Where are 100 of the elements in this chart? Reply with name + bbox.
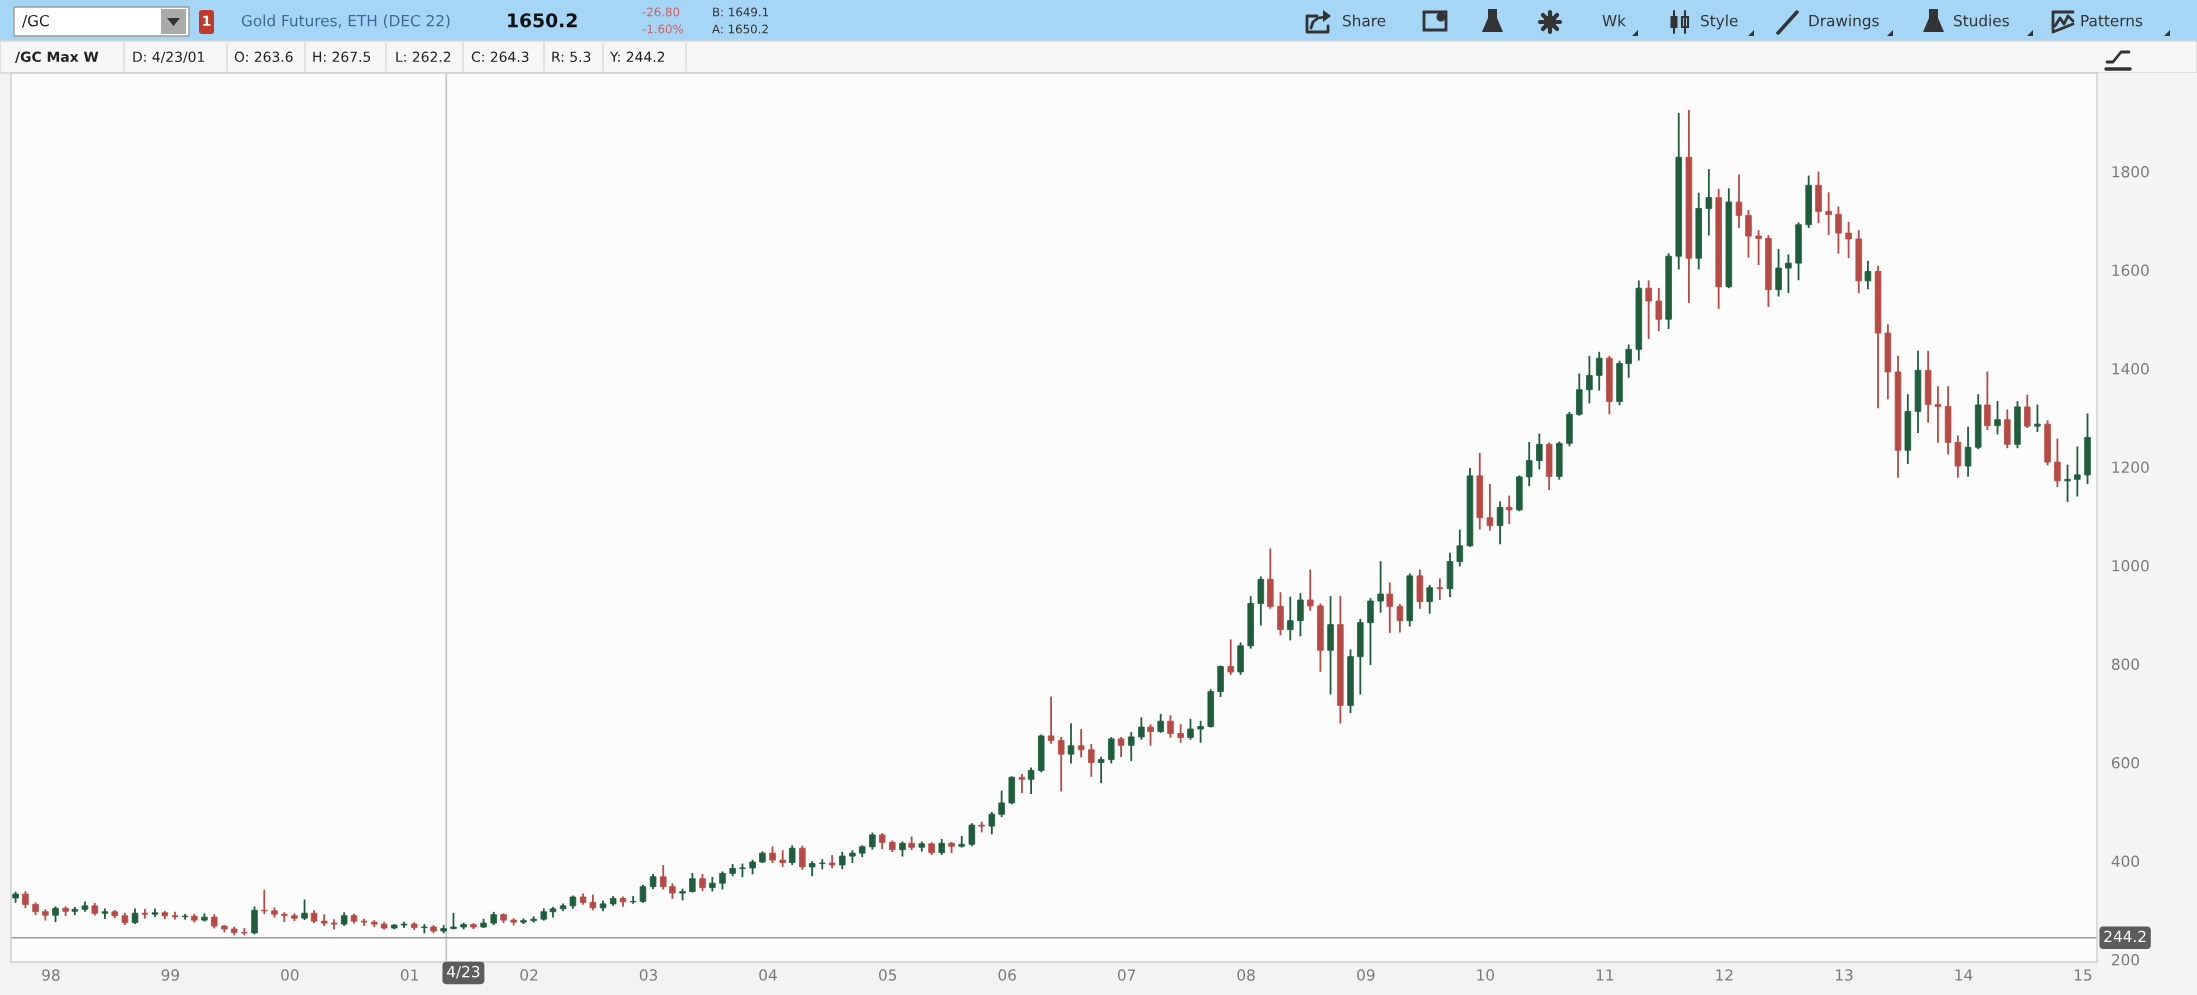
candlestick xyxy=(1775,248,1782,297)
x-tick-label: 98 xyxy=(42,969,60,981)
x-tick-label: 99 xyxy=(161,969,180,981)
candlestick xyxy=(1964,426,1972,477)
candlestick xyxy=(2024,394,2031,429)
candlestick xyxy=(1177,724,1184,743)
x-tick-label: 14 xyxy=(1955,969,1973,981)
x-tick-label: 13 xyxy=(1835,969,1853,981)
candlestick xyxy=(1127,732,1135,761)
text: -1.60% xyxy=(642,24,684,34)
candlestick xyxy=(1825,192,1832,235)
candlestick xyxy=(1027,767,1035,794)
candlestick xyxy=(141,908,149,919)
candlestick xyxy=(421,924,428,934)
candlestick xyxy=(629,896,637,904)
text: H: 267.5 xyxy=(313,51,371,63)
text: C: 264.3 xyxy=(471,51,529,63)
candlestick xyxy=(1057,736,1065,792)
candlestick xyxy=(251,906,258,935)
candlestick xyxy=(1864,260,1872,290)
x-tick-label: 07 xyxy=(1117,969,1136,981)
y-tick-label: 1000 xyxy=(2112,559,2149,572)
text: Y: 244.2 xyxy=(609,51,665,62)
candlestick xyxy=(1994,401,2001,435)
candlestick xyxy=(1306,569,1314,611)
candlestick xyxy=(1097,756,1105,784)
candlestick xyxy=(1367,598,1374,665)
ref-line-label: 4/23 xyxy=(447,965,480,979)
candlestick xyxy=(1735,174,1743,229)
candlestick xyxy=(330,919,338,930)
text: /GC xyxy=(22,14,49,28)
candlestick xyxy=(1486,483,1494,531)
y-tick-label: 1200 xyxy=(2112,461,2149,474)
y-tick-label: 200 xyxy=(2112,954,2140,966)
candlestick xyxy=(1934,386,1942,443)
x-tick-label: 10 xyxy=(1477,969,1495,981)
y-tick-label: 600 xyxy=(2111,756,2140,769)
candlestick xyxy=(819,859,826,870)
candlestick xyxy=(1586,355,1593,404)
y-tick-label: 1800 xyxy=(2112,165,2149,178)
text: -26.80 xyxy=(642,7,680,17)
x-tick-label: 06 xyxy=(998,969,1016,981)
candlestick xyxy=(241,928,248,936)
candlestick xyxy=(1505,495,1513,525)
candlestick xyxy=(998,790,1005,818)
x-tick-label: 09 xyxy=(1357,969,1375,981)
candlestick xyxy=(1845,221,1852,259)
x-tick-label: 01 xyxy=(400,969,418,981)
candlestick xyxy=(1077,729,1085,758)
text: 1650.2 xyxy=(508,13,577,28)
x-tick-label: 00 xyxy=(281,969,299,981)
candlestick xyxy=(779,850,786,867)
y-tick-label: 400 xyxy=(2111,855,2140,868)
candlestick xyxy=(799,845,806,870)
candlestick xyxy=(530,916,537,923)
candlestick xyxy=(1525,441,1533,487)
x-tick-label: 03 xyxy=(639,969,658,981)
candlestick xyxy=(2034,404,2041,432)
x-tick-label: 02 xyxy=(520,969,538,981)
candlestick xyxy=(988,811,996,835)
candlestick xyxy=(1436,578,1444,600)
candlestick xyxy=(1187,718,1194,740)
chart-title: Gold Futures, ETH (DEC 22) xyxy=(241,14,450,29)
y-tick-label: 800 xyxy=(2111,658,2140,671)
y-tick-label: 1600 xyxy=(2112,264,2149,277)
text: 1 xyxy=(203,15,211,26)
candlestick xyxy=(1645,280,1652,339)
text: D: 4/23/01 xyxy=(133,51,205,64)
candlestick xyxy=(1287,596,1294,641)
candlestick xyxy=(1088,743,1095,777)
candlestick xyxy=(968,823,976,847)
candlestick xyxy=(1297,593,1304,637)
text: Wk xyxy=(1602,14,1626,27)
candlestick xyxy=(1785,254,1792,294)
candlestick xyxy=(828,855,836,869)
text: Share xyxy=(1343,14,1386,27)
candlestick xyxy=(1277,592,1284,636)
candlestick xyxy=(2054,438,2061,488)
candlestick xyxy=(1047,696,1055,744)
candlestick xyxy=(1386,582,1394,633)
x-tick-label: 05 xyxy=(879,969,897,981)
candlestick xyxy=(1954,435,1962,478)
candlestick xyxy=(101,908,109,920)
chart-subtitle: /GC Max W xyxy=(15,51,99,64)
candlestick xyxy=(1147,724,1154,746)
x-tick-label: 11 xyxy=(1596,969,1614,981)
candlestick xyxy=(151,908,159,918)
candlestick xyxy=(1456,529,1464,567)
candlestick xyxy=(1018,773,1026,793)
text: Style xyxy=(1701,14,1738,30)
text: O: 263.6 xyxy=(234,51,293,63)
candlestick xyxy=(1117,736,1125,758)
text: B: 1649.1 xyxy=(713,7,769,17)
candlestick xyxy=(1377,561,1384,613)
x-tick-label: 04 xyxy=(759,969,777,981)
candlestick xyxy=(1197,720,1204,743)
candlestick xyxy=(1227,639,1234,675)
candlestick xyxy=(281,912,288,923)
candlestick xyxy=(1108,736,1115,764)
candlestick xyxy=(1167,715,1174,738)
